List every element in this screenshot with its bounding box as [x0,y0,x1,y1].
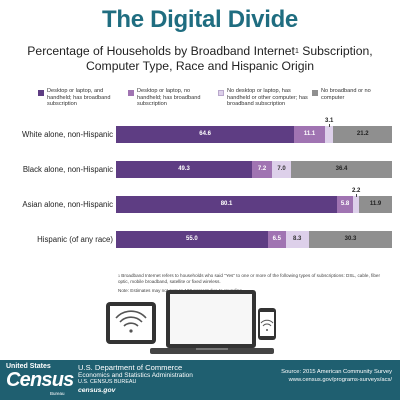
legend-label-3: No desktop or laptop, has handheld or ot… [227,88,308,108]
census-gov-link[interactable]: census.gov [78,386,116,394]
data-label: 11.1 [303,131,316,137]
logo-top-text: United States [6,363,51,370]
legend-item-2: Desktop or laptop, no handheld; has broa… [128,88,216,108]
data-label: 7.0 [277,166,286,172]
footnote-text: 1 Broadband Internet refers to household… [118,273,388,285]
legend-swatch-3 [218,90,224,96]
leader-line [329,124,331,127]
data-label: 80.1 [220,201,233,207]
source-line-1: Source: 2015 American Community Survey [281,369,392,375]
bar-segment [116,231,268,248]
bar-segment [252,161,272,178]
category-label: White alone, non-Hispanic [21,130,113,139]
data-label: 8.3 [293,236,302,242]
source-block: Source: 2015 American Community Survey w… [232,368,392,384]
data-label: 6.5 [272,236,281,242]
data-label: 36.4 [335,166,348,172]
dept-line-3: U.S. CENSUS BUREAU [78,379,137,386]
data-label: 5.8 [340,201,350,207]
legend-label-4: No broadband or no computer [321,88,371,101]
bar-segment [308,231,393,248]
laptop-icon [150,290,274,354]
footer-bar: United States Census Bureau U.S. Departm… [0,360,400,400]
legend-item-1: Desktop or laptop, and handheld; has bro… [38,88,126,108]
bar-segment [285,231,309,248]
bar-segment [359,196,392,213]
bar-segment [116,196,338,213]
data-label: 2.2 [351,188,361,194]
footnote-body: Broadband Internet refers to households … [118,273,380,284]
chart-subtitle: Percentage of Households by Broadband In… [8,44,392,74]
dept-line-1: U.S. Department of Commerce [78,363,183,372]
legend-label-2: Desktop or laptop, no handheld; has broa… [137,88,201,108]
logo-main-text: Census [6,369,74,391]
phone-icon [258,308,276,340]
department-block: U.S. Department of Commerce Economics an… [78,364,248,394]
devices-illustration [106,290,276,354]
data-label: 7.2 [257,166,267,172]
legend-swatch-1 [38,90,44,96]
source-url-link[interactable]: www.census.gov/programs-surveys/acs/ [288,377,392,383]
bar-segment [291,161,392,178]
legend-label-1: Desktop or laptop, and handheld; has bro… [47,88,111,108]
bar-segment [267,231,286,248]
bar-segment [116,161,253,178]
bar-segment [333,126,392,143]
data-label: 11.9 [369,201,382,207]
subtitle-main: Percentage of Households by Broadband In… [27,44,295,58]
bar-segment [271,161,292,178]
census-bureau-logo: United States Census Bureau [6,363,76,397]
legend-swatch-4 [312,90,318,96]
stacked-bar-chart: White alone, non-Hispanic 64.6 11.1 3.1 21.2… [0,118,400,268]
category-label: Black alone, non-Hispanic [22,165,113,174]
bar-segment [353,196,360,213]
category-label: Hispanic (of any race) [37,235,113,244]
subtitle-footnote-marker: 1 [294,48,299,55]
data-label: 21.2 [356,131,369,137]
footnote-marker: 1 [118,274,120,278]
tablet-icon [106,302,156,344]
subtitle-rest: Subscription, Computer Type, Race and Hi… [85,44,373,73]
data-label: 49.3 [178,166,190,172]
data-label: 30.3 [344,236,357,242]
bar-segment [337,196,354,213]
dept-line-2: Economics and Statistics Administration [78,371,193,379]
bar-segment [294,126,325,143]
data-label: 55.0 [186,236,198,242]
category-label: Asian alone, non-Hispanic [22,200,113,209]
bar-segment [324,126,334,143]
bar-segment [116,126,295,143]
data-label: 3.1 [325,118,334,124]
legend-item-4: No broadband or no computer [312,88,392,101]
legend-swatch-2 [128,90,134,96]
page-title: The Digital Divide [102,6,298,33]
data-label: 64.6 [199,131,211,137]
logo-bureau-text: Bureau [50,391,65,396]
legend-item-3: No desktop or laptop, has handheld or ot… [218,88,310,108]
chart-legend: Desktop or laptop, and handheld; has bro… [38,88,396,114]
leader-line [356,194,358,197]
